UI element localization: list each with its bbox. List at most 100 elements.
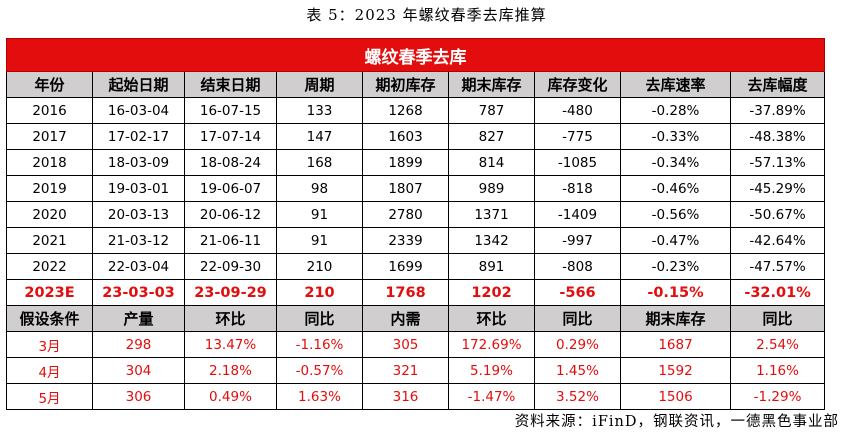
assumption-header-cell: 同比 <box>276 305 363 332</box>
assumption-header-cell: 内需 <box>362 305 449 332</box>
assumption-header-cell: 假设条件 <box>6 305 93 332</box>
table-cell: 16-03-04 <box>92 97 185 124</box>
assumption-header-cell: 产量 <box>92 305 185 332</box>
table-cell: 1342 <box>448 227 535 254</box>
table-cell: 1371 <box>448 201 535 228</box>
assumption-cell: 306 <box>92 383 185 410</box>
assumption-cell: 3.52% <box>534 383 621 410</box>
table-cell: 19-03-01 <box>92 175 185 202</box>
table-cell: -48.38% <box>729 123 826 150</box>
source-note: 资料来源：iFinD，钢联资讯，一德黑色事业部 <box>514 414 839 430</box>
table-cell: -0.28% <box>620 97 731 124</box>
header-cell: 期初库存 <box>362 71 449 98</box>
table-cell: 2016 <box>6 97 93 124</box>
assumption-cell: -1.47% <box>448 383 535 410</box>
table-row: 2021 21-03-12 21-06-11 91 2339 1342 -997 -0.47%… <box>6 227 826 254</box>
table-cell: 1807 <box>362 175 449 202</box>
table-title: 螺纹春季去库 <box>5 38 826 72</box>
assumption-header-cell: 期末库存 <box>620 305 731 332</box>
assumption-row: 3月 298 13.47% -1.16% 305 172.69% 0.29% 1687 2.54… <box>6 331 826 358</box>
table-cell: 2339 <box>362 227 449 254</box>
assumption-cell: -1.29% <box>729 383 826 410</box>
assumption-header-cell: 同比 <box>534 305 621 332</box>
table-cell: 17-07-14 <box>184 123 277 150</box>
table-cell: 18-03-09 <box>92 149 185 176</box>
header-cell: 结束日期 <box>184 71 277 98</box>
table-row: 2020 20-03-13 20-06-12 91 2780 1371 -1409 -0.56… <box>6 201 826 228</box>
table-cell: 814 <box>448 149 535 176</box>
table-row: 2016 16-03-04 16-07-15 133 1268 787 -480 -0.28%… <box>6 97 826 124</box>
assumption-cell: 1687 <box>620 331 731 358</box>
table-cell: 1699 <box>362 253 449 280</box>
forecast-cell: 210 <box>276 279 363 306</box>
table-cell: 20-03-13 <box>92 201 185 228</box>
table-cell: -47.57% <box>729 253 826 280</box>
table-cell: 147 <box>276 123 363 150</box>
table-cell: -0.46% <box>620 175 731 202</box>
header-cell: 去库速率 <box>620 71 731 98</box>
table-cell: -775 <box>534 123 621 150</box>
assumption-cell: 316 <box>362 383 449 410</box>
table-cell: 17-02-17 <box>92 123 185 150</box>
assumption-header-cell: 环比 <box>184 305 277 332</box>
table-row: 2019 19-03-01 19-06-07 98 1807 989 -818 -0.46% -… <box>6 175 826 202</box>
table-cell: 91 <box>276 227 363 254</box>
table-row: 2017 17-02-17 17-07-14 147 1603 827 -775 -0.33%… <box>6 123 826 150</box>
header-cell: 期末库存 <box>448 71 535 98</box>
assumption-cell: 4月 <box>6 357 93 384</box>
table-cell: -45.29% <box>729 175 826 202</box>
table-cell: 210 <box>276 253 363 280</box>
table-row: 2022 22-03-04 22-09-30 210 1699 891 -808 -0.23%… <box>6 253 826 280</box>
assumption-cell: 1506 <box>620 383 731 410</box>
table-cell: 2017 <box>6 123 93 150</box>
table-cell: -37.89% <box>729 97 826 124</box>
table-cell: -1085 <box>534 149 621 176</box>
assumption-cell: 1.45% <box>534 357 621 384</box>
table-cell: 19-06-07 <box>184 175 277 202</box>
assumption-cell: 321 <box>362 357 449 384</box>
assumption-cell: 0.49% <box>184 383 277 410</box>
table-cell: 22-09-30 <box>184 253 277 280</box>
table-cell: 1899 <box>362 149 449 176</box>
header-row: 年份 起始日期 结束日期 周期 期初库存 期末库存 库存变化 去库速率 去库幅度 <box>6 71 826 98</box>
assumption-cell: 3月 <box>6 331 93 358</box>
forecast-row: 2023E 23-03-03 23-09-29 210 1768 1202 -566 -0.1… <box>6 279 826 306</box>
header-cell: 年份 <box>6 71 93 98</box>
assumption-header-row: 假设条件 产量 环比 同比 内需 环比 同比 期末库存 同比 <box>6 305 826 332</box>
header-cell: 去库幅度 <box>729 71 826 98</box>
rebar-destocking-table: 螺纹春季去库 年份 起始日期 结束日期 周期 期初库存 期末库存 库存变化 去库速率 去库幅度 2… <box>5 38 826 410</box>
assumption-cell: 2.18% <box>184 357 277 384</box>
table-row: 2018 18-03-09 18-08-24 168 1899 814 -1085 -0.34… <box>6 149 826 176</box>
assumption-cell: -1.16% <box>276 331 363 358</box>
header-cell: 起始日期 <box>92 71 185 98</box>
table-cell: 168 <box>276 149 363 176</box>
table-cell: 989 <box>448 175 535 202</box>
assumption-header-cell: 同比 <box>729 305 826 332</box>
table-cell: -0.33% <box>620 123 731 150</box>
forecast-cell: 23-03-03 <box>92 279 185 306</box>
forecast-cell: -0.15% <box>620 279 731 306</box>
assumption-cell: 305 <box>362 331 449 358</box>
assumption-cell: 1592 <box>620 357 731 384</box>
forecast-cell: -32.01% <box>729 279 826 306</box>
table-cell: 827 <box>448 123 535 150</box>
forecast-cell: 23-09-29 <box>184 279 277 306</box>
table-cell: -0.56% <box>620 201 731 228</box>
table-cell: 91 <box>276 201 363 228</box>
table-cell: -0.47% <box>620 227 731 254</box>
table-cell: -0.34% <box>620 149 731 176</box>
table-caption: 表 5：2023 年螺纹春季去库推算 <box>306 6 547 24</box>
table-cell: 16-07-15 <box>184 97 277 124</box>
table-cell: 787 <box>448 97 535 124</box>
table-cell: 2780 <box>362 201 449 228</box>
table-cell: 1603 <box>362 123 449 150</box>
table-cell: -42.64% <box>729 227 826 254</box>
table-cell: -0.23% <box>620 253 731 280</box>
table-cell: -1409 <box>534 201 621 228</box>
table-cell: -808 <box>534 253 621 280</box>
table-cell: 2019 <box>6 175 93 202</box>
assumption-cell: 172.69% <box>448 331 535 358</box>
table-title-row: 螺纹春季去库 <box>5 38 826 72</box>
table-cell: 22-03-04 <box>92 253 185 280</box>
assumption-cell: -0.57% <box>276 357 363 384</box>
